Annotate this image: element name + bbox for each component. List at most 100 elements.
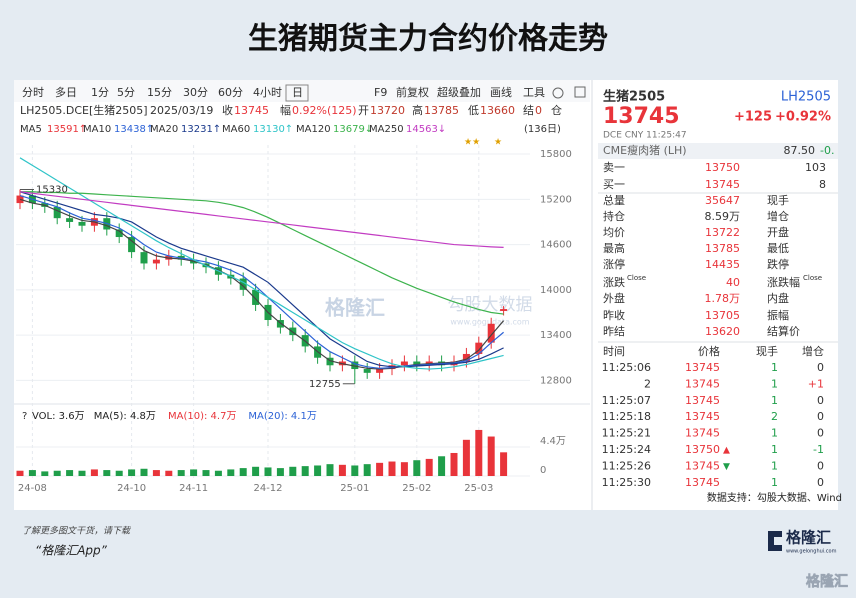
- trade-header: 时间: [603, 345, 625, 358]
- toolbar-tab[interactable]: 画线: [490, 85, 512, 99]
- volume-bar: [351, 465, 359, 476]
- volume-bar: [165, 470, 173, 476]
- volume-bar: [227, 469, 235, 476]
- candle-body: [289, 327, 297, 336]
- stat-key: 结算价: [767, 324, 800, 338]
- logo-text: 格隆汇: [786, 529, 831, 547]
- candle-body: [128, 237, 136, 253]
- info-key: 低: [468, 104, 479, 117]
- stat-key: 昨收: [603, 308, 625, 322]
- trade-price: 13745: [685, 361, 720, 374]
- candle-body: [487, 323, 495, 343]
- volume-bar: [53, 470, 61, 476]
- toolbar-tab[interactable]: 超级叠加: [437, 85, 481, 99]
- candle-body: [115, 229, 123, 238]
- stat-value: 13620: [705, 325, 740, 338]
- volume-bar: [400, 462, 408, 476]
- toolbar-tab[interactable]: 30分: [183, 86, 208, 99]
- volume-bar: [289, 466, 297, 476]
- stars: ★: [494, 138, 502, 148]
- info-key: 开: [358, 104, 369, 117]
- legend-name: MA5: [20, 124, 42, 135]
- x-tick-label: 25-02: [402, 483, 431, 494]
- quote-change: +125: [734, 110, 772, 125]
- ma-line: [19, 198, 505, 370]
- toolbar-tab[interactable]: 15分: [147, 86, 172, 99]
- stat-key: 涨停: [603, 257, 625, 271]
- logo-icon: [768, 531, 782, 551]
- legend-value: 13438↑: [114, 124, 154, 135]
- toolbar-tab[interactable]: 5分: [117, 86, 135, 99]
- ma-line: [19, 191, 504, 368]
- trade-time: 11:25:18: [602, 410, 651, 423]
- toolbar-tab[interactable]: 60分: [218, 86, 243, 99]
- quote-meta: DCE CNY 11:25:47: [603, 131, 687, 141]
- toolbar-tab[interactable]: 日: [292, 86, 303, 99]
- toolbar-tab[interactable]: 分时: [22, 86, 44, 99]
- volume-bar: [301, 466, 309, 476]
- x-tick-label: 25-03: [464, 483, 493, 494]
- trade-time: 11:25:21: [602, 427, 651, 440]
- symbol: LH2505.DCE[生猪2505]: [20, 103, 148, 117]
- window-icon[interactable]: [574, 86, 586, 98]
- candle-body: [16, 195, 24, 204]
- stat-key: 均价: [603, 226, 625, 239]
- toolbar-bg: [14, 80, 590, 102]
- book-qty: 103: [805, 161, 826, 174]
- trade-time: 11:25:06: [602, 361, 651, 374]
- trade-delta: -1: [813, 443, 824, 456]
- volume-bar: [239, 468, 247, 476]
- volume-bar: [66, 470, 74, 476]
- trade-qty: 1: [771, 377, 778, 390]
- corner-mark: 格隆汇: [806, 573, 848, 590]
- candle-body: [400, 361, 408, 366]
- toolbar-tab[interactable]: F9: [374, 86, 387, 99]
- info-key: 结: [523, 104, 534, 117]
- toolbar-tab[interactable]: 4小时: [253, 86, 282, 99]
- gear-icon[interactable]: [552, 87, 564, 99]
- trade-qty: 1: [771, 443, 778, 456]
- stat-key: 开盘: [767, 225, 789, 239]
- volume-bar: [438, 456, 446, 476]
- legend-value: 14563↓: [406, 124, 446, 135]
- volume-bar: [276, 468, 284, 476]
- candle-body: [351, 361, 359, 370]
- legend-name: MA120: [296, 124, 331, 135]
- toolbar-tab[interactable]: 前复权: [396, 85, 429, 99]
- info-value: 13785: [424, 104, 459, 117]
- trade-delta: 0: [817, 410, 824, 423]
- trade-price: 13745: [685, 427, 720, 440]
- trade-delta: 0: [817, 394, 824, 407]
- stat-key: 振幅: [767, 308, 789, 322]
- volume-bar: [475, 429, 483, 476]
- candle-body: [376, 369, 384, 373]
- watermark: 格隆汇: [325, 296, 385, 320]
- book-qty: 8: [819, 178, 826, 191]
- volume-bar: [140, 468, 148, 476]
- active-tab[interactable]: [285, 84, 309, 102]
- volume-bar: [252, 466, 260, 476]
- legend-value: 13679↓: [333, 124, 373, 135]
- watermark: www.gogudata.com: [450, 318, 529, 327]
- toolbar-tab[interactable]: 1分: [91, 86, 109, 99]
- candle-body: [78, 221, 86, 226]
- volume-bar: [177, 470, 185, 476]
- toolbar-tab[interactable]: 多日: [55, 85, 77, 99]
- volume-bar: [264, 467, 272, 476]
- y-tick-label: 12800: [540, 375, 572, 386]
- quote-name: 生猪2505: [603, 89, 665, 105]
- volume-bar: [326, 464, 334, 476]
- volume-bar: [388, 461, 396, 476]
- trade-qty: 1: [771, 394, 778, 407]
- toolbar-tab[interactable]: 工具: [523, 86, 545, 99]
- candle-body: [363, 369, 371, 373]
- candle-body: [475, 342, 483, 354]
- book-side: 买一: [603, 178, 625, 191]
- stat-key: 增仓: [767, 209, 789, 223]
- x-tick-label: 25-01: [340, 483, 369, 494]
- volume-bar: [90, 469, 98, 476]
- y-tick-label: 14000: [540, 285, 572, 296]
- info-value: 0: [535, 104, 542, 117]
- quote-pct: +0.92%: [775, 110, 831, 125]
